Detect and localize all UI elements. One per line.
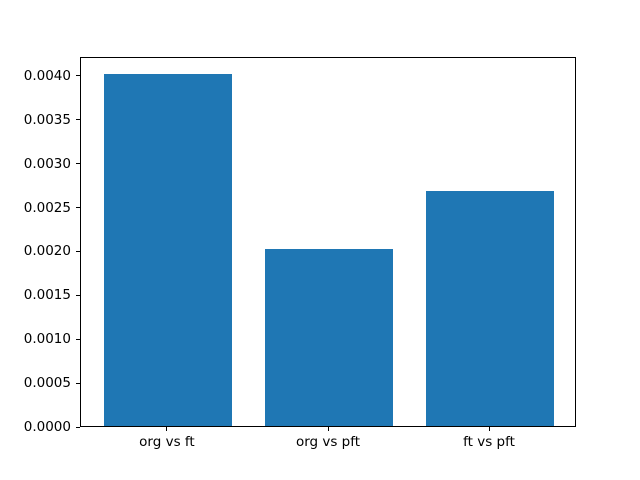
y-tick-mark (76, 426, 80, 428)
x-tick-label: ft vs pft (463, 434, 515, 450)
y-tick-label: 0.0035 (23, 111, 71, 128)
y-tick-label: 0.0005 (23, 375, 71, 392)
y-tick-label: 0.0040 (23, 67, 71, 84)
y-tick-mark (76, 75, 80, 77)
y-tick-mark (76, 163, 80, 165)
y-tick-mark (76, 119, 80, 121)
x-tick-mark (327, 427, 329, 431)
y-tick-label: 0.0000 (23, 419, 71, 435)
y-tick-label: 0.0015 (23, 287, 71, 304)
y-tick-mark (76, 338, 80, 340)
y-tick-label: 0.0030 (23, 155, 71, 172)
bar-1 (103, 74, 233, 426)
y-tick-mark (76, 294, 80, 296)
y-tick-mark (76, 207, 80, 209)
y-tick-mark (76, 250, 80, 252)
y-tick-label: 0.0010 (23, 331, 71, 348)
plot-area (80, 57, 576, 427)
bar-2 (264, 248, 394, 426)
bar-3 (425, 190, 555, 426)
x-tick-label: org vs ft (139, 434, 195, 450)
x-tick-label: org vs pft (295, 434, 361, 450)
x-tick-mark (488, 427, 490, 431)
y-tick-label: 0.0020 (23, 243, 71, 260)
x-tick-mark (166, 427, 168, 431)
y-tick-mark (76, 382, 80, 384)
y-tick-label: 0.0025 (23, 199, 71, 216)
